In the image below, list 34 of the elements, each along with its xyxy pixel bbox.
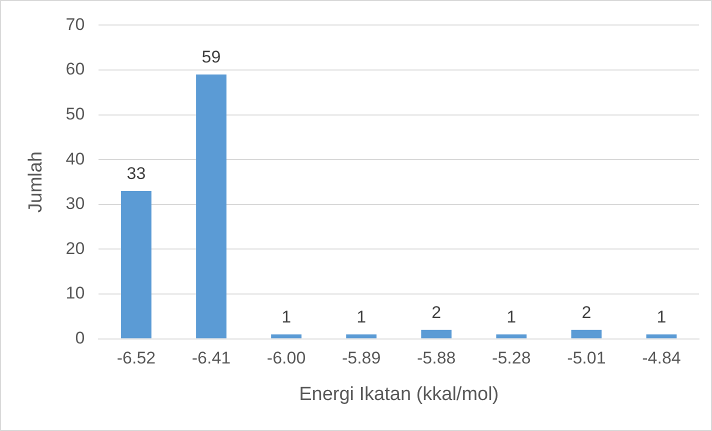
data-label: 1 — [356, 308, 366, 327]
bar — [421, 330, 452, 338]
y-tick-label: 70 — [66, 14, 85, 34]
x-tick-label: -6.00 — [266, 348, 306, 368]
y-tick-label: 40 — [66, 149, 85, 168]
bar — [346, 334, 377, 338]
x-tick-label: -5.01 — [567, 348, 606, 368]
x-tick-label: -6.41 — [192, 348, 231, 368]
data-label: 33 — [126, 164, 146, 184]
bar — [571, 330, 602, 338]
y-tick-label: 30 — [66, 194, 85, 214]
x-axis-title: Energi Ikatan (kkal/mol) — [299, 384, 499, 405]
bar — [271, 334, 302, 338]
x-tick-label: -6.52 — [116, 348, 156, 368]
bar — [196, 74, 226, 338]
x-tick-label: -5.89 — [342, 348, 381, 368]
bar — [496, 334, 527, 338]
y-tick-label: 10 — [66, 284, 85, 303]
bar — [646, 334, 677, 338]
x-tick-label: -5.88 — [417, 348, 456, 368]
y-axis-title: Jumlah — [26, 151, 47, 213]
y-tick-label: 50 — [66, 104, 85, 124]
x-tick-label: -4.84 — [642, 348, 681, 368]
data-label: 59 — [202, 48, 221, 67]
data-label: 2 — [432, 303, 442, 322]
data-label: 1 — [282, 308, 292, 327]
y-tick-label: 0 — [75, 328, 85, 348]
bar — [121, 190, 152, 338]
x-tick-label: -5.28 — [492, 348, 531, 368]
data-label: 1 — [506, 308, 516, 327]
data-label: 1 — [656, 308, 666, 327]
data-label: 2 — [582, 303, 592, 322]
y-tick-label: 20 — [66, 238, 85, 258]
y-tick-label: 60 — [66, 60, 85, 79]
